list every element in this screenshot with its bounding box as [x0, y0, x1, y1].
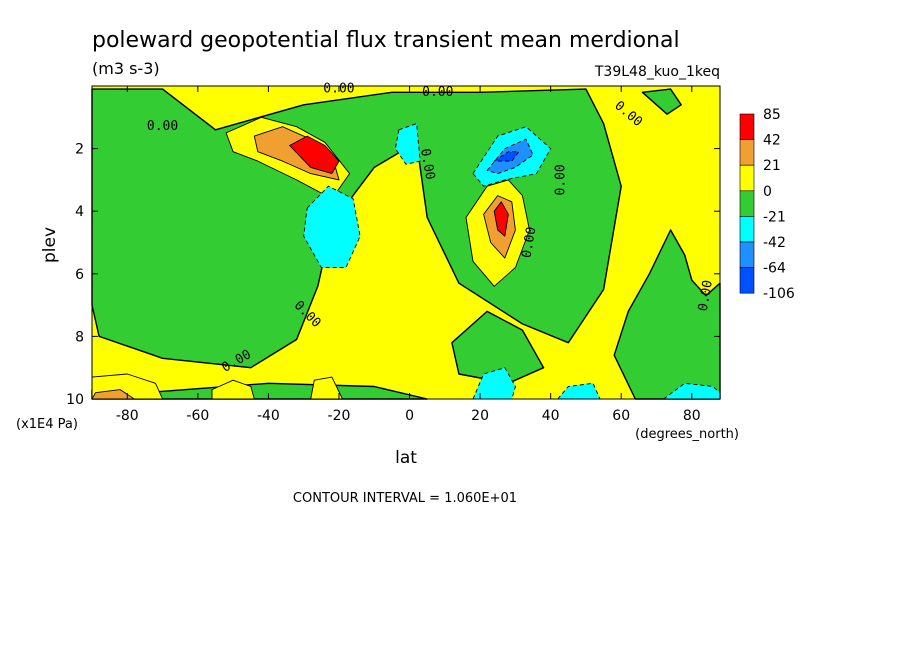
x-axis-label: lat [395, 448, 417, 468]
contour-region [451, 310, 545, 384]
y-tick-label: 8 [75, 329, 84, 345]
color-legend: 85 42 21 0 -21 -42 -64 -106 [739, 107, 795, 302]
legend-swatch [739, 267, 755, 294]
contour-region [303, 185, 361, 268]
y-tick-label: 6 [75, 267, 84, 283]
y-axis-label: plev [40, 227, 60, 263]
x-tick-label: 20 [471, 408, 489, 424]
contour-label: 0.00 [696, 279, 716, 312]
legend-swatch [739, 113, 755, 140]
plot-frame [91, 85, 721, 400]
contour-interval-note: CONTOUR INTERVAL = 1.060E+01 [293, 491, 517, 506]
contour-region [211, 379, 255, 400]
contour-region [641, 88, 682, 115]
contour-region [472, 367, 516, 400]
x-tick-label: 80 [683, 408, 701, 424]
x-tick-label: -80 [116, 408, 139, 424]
x-tick-label: -60 [186, 408, 209, 424]
legend-label: -106 [763, 286, 795, 302]
legend-swatch [739, 139, 755, 166]
legend-label: 21 [763, 158, 781, 174]
contour-regions [91, 88, 721, 400]
x-axis-ticks: -80 -60 -40 -20 0 20 40 60 80 [116, 86, 701, 424]
legend-swatch [739, 190, 755, 217]
x-tick-label: 0 [405, 408, 414, 424]
x-tick-label: 40 [542, 408, 560, 424]
x-axis-units: (degrees_north) [635, 427, 739, 442]
legend-label: 42 [763, 133, 781, 149]
contour-label: 0.00 [147, 119, 178, 134]
y-axis-units: (x1E4 Pa) [16, 417, 78, 432]
legend-label: -64 [763, 261, 786, 277]
x-tick-label: -20 [328, 408, 351, 424]
x-tick-label: 60 [612, 408, 630, 424]
contour-label: 0.00 [417, 148, 437, 181]
legend-swatch [739, 241, 755, 268]
run-label: T39L48_kuo_1keq [594, 64, 720, 80]
legend-label: -42 [763, 235, 786, 251]
contour-region [493, 201, 509, 237]
y-tick-label: 2 [75, 142, 84, 158]
chart-title: poleward geopotential flux transient mea… [92, 28, 680, 53]
plot-area: 0.000.00 0.000.00 0.000.000.000.000.000.00 [91, 82, 721, 400]
y-tick-label: 10 [66, 392, 84, 408]
y-tick-label: 4 [75, 204, 84, 220]
chart-units: (m3 s-3) [92, 59, 160, 78]
contour-label: 0.00 [422, 85, 453, 100]
contour-label: 0.00 [554, 164, 569, 195]
legend-label: 0 [763, 184, 772, 200]
legend-swatch [739, 164, 755, 192]
legend-swatch [739, 216, 755, 243]
contour-region [394, 123, 421, 165]
x-tick-label: -40 [257, 408, 280, 424]
contour-region [289, 135, 340, 175]
legend-label: 85 [763, 107, 781, 123]
contour-region [493, 151, 520, 162]
contour-label: 0.00 [519, 226, 539, 259]
legend-label: -21 [763, 209, 786, 225]
y-axis-ticks: 2 4 6 8 10 [66, 142, 720, 408]
